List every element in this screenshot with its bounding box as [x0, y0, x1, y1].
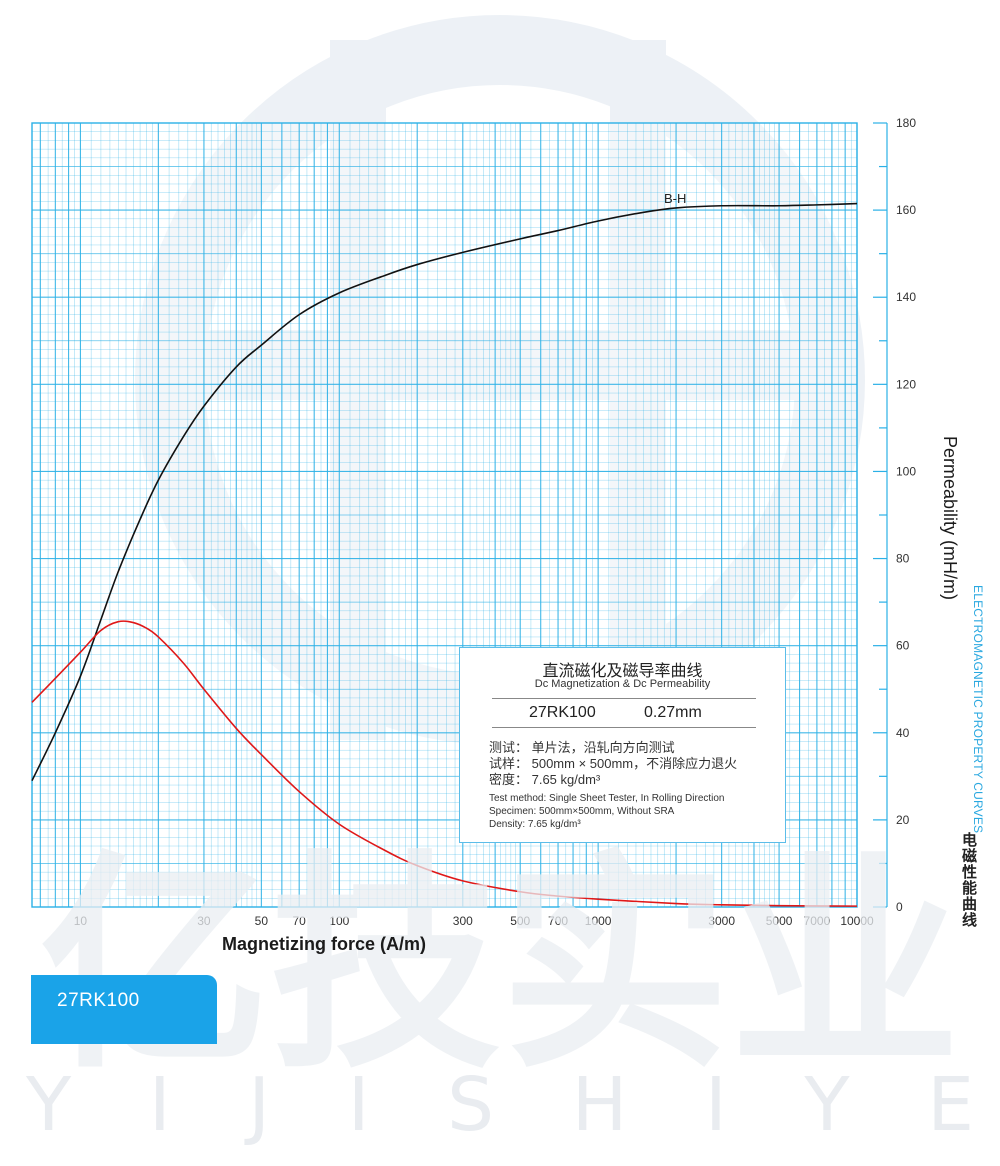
y-tick-label: 120 — [896, 377, 916, 391]
x-tick-label: 300 — [453, 914, 473, 928]
info-method-en: Test method: Single Sheet Tester, In Rol… — [489, 793, 725, 804]
x-tick-label: 3000 — [708, 914, 735, 928]
series-label-bh: B-H — [664, 191, 686, 206]
watermark-letter: Y — [26, 1062, 72, 1148]
side-label-english: ELECTROMAGNETIC PROPERTY CURVES — [971, 585, 985, 834]
y-tick-label: 100 — [896, 464, 916, 478]
info-grade: 27RK100 — [529, 704, 596, 721]
info-title-en: Dc Magnetization & Dc Permeability — [534, 678, 711, 690]
info-divider — [492, 698, 756, 699]
info-method-cn: 测试： 单片法，沿轧向方向测试 — [489, 740, 675, 755]
info-density-cn: 密度： 7.65 kg/dm³ — [489, 772, 601, 787]
y-tick-label: 0 — [896, 900, 903, 914]
x-tick-label: 50 — [255, 914, 269, 928]
x-tick-label: 1000 — [585, 914, 612, 928]
y-tick-label: 140 — [896, 290, 916, 304]
info-specimen-cn: 试样： 500mm × 500mm，不消除应力退火 — [489, 756, 738, 771]
x-axis-label: Magnetizing force (A/m) — [222, 934, 427, 954]
y-tick-label: 80 — [896, 552, 910, 566]
x-tick-label: 7000 — [804, 914, 831, 928]
x-tick-label: 5000 — [766, 914, 793, 928]
series-line-permeability — [31, 620, 858, 907]
y-tick-label: 40 — [896, 726, 910, 740]
info-density-en: Density: 7.65 kg/dm³ — [489, 819, 581, 830]
watermark-letters: Y I J I S H I Y E — [0, 1062, 1000, 1148]
x-tick-label: 700 — [548, 914, 568, 928]
x-tick-label: 500 — [510, 914, 530, 928]
series — [31, 202, 858, 907]
y-tick-label: 160 — [896, 203, 916, 217]
x-tick-label: 100 — [329, 914, 349, 928]
x-tick-label: 70 — [293, 914, 307, 928]
watermark-letter: E — [927, 1062, 974, 1148]
info-specimen-en: Specimen: 500mm×500mm, Without SRA — [489, 806, 675, 817]
y-tick-label: 20 — [896, 813, 910, 827]
info-thickness: 0.27mm — [644, 704, 702, 721]
watermark-letter: J — [248, 1062, 271, 1148]
y-tick-label: 180 — [896, 116, 916, 130]
x-tick-label: 10 — [74, 914, 88, 928]
x-tick-label: 30 — [197, 914, 211, 928]
plot-frame — [31, 122, 858, 908]
x-tick-label: 10000 — [840, 914, 874, 928]
watermark-letter: H — [571, 1062, 628, 1148]
grade-badge-label: 27RK100 — [57, 990, 140, 1011]
watermark-letter: S — [447, 1062, 495, 1148]
y-axis-label: Permeability (mH/m) — [940, 436, 960, 601]
axes — [31, 122, 888, 908]
watermark-letter: I — [148, 1062, 171, 1148]
info-title-cn: 直流磁化及磁导率曲线 — [542, 663, 703, 680]
info-divider — [492, 727, 756, 728]
watermark-letter: Y — [804, 1062, 850, 1148]
tick-labels: 0 20 40 60 80 100 120 140 160 180 10 30 50 70 100 300 50… — [74, 116, 917, 928]
y-tick-label: 60 — [896, 639, 910, 653]
side-label-chinese: 电磁性能曲线 — [960, 832, 977, 928]
grade-badge: 27RK100 — [31, 975, 217, 1044]
watermark-letter: I — [347, 1062, 370, 1148]
watermark-letter: I — [704, 1062, 727, 1148]
info-box: 直流磁化及磁导率曲线 Dc Magnetization & Dc Permeab… — [459, 647, 786, 843]
